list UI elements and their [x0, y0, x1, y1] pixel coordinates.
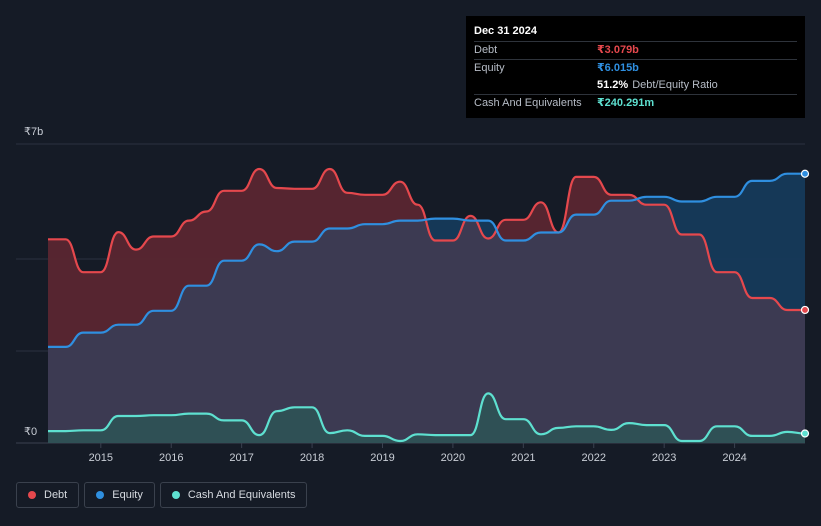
x-tick-label: 2024 — [722, 452, 746, 464]
tooltip-cash-label: Cash And Equivalents — [474, 97, 582, 109]
legend-label-debt: Debt — [44, 489, 68, 501]
tooltip-ratio-label: Debt/Equity Ratio — [632, 79, 718, 91]
tooltip-date: Dec 31 2024 — [474, 25, 537, 37]
tooltip-ratio-value: 51.2% — [597, 79, 629, 91]
cash-area — [48, 393, 805, 443]
cash-dot-icon — [171, 491, 180, 499]
tooltip-row-cash: Cash And Equivalents ₹240.291m — [474, 94, 797, 112]
y-tick-label: ₹7b — [24, 126, 43, 138]
data-tooltip: Dec 31 2024 Debt ₹3.079b Equity ₹6.015b … — [466, 16, 805, 118]
cash-line — [48, 392, 806, 443]
legend-item-cash[interactable]: Cash And Equivalents — [159, 482, 308, 508]
x-tick-label: 2018 — [300, 452, 324, 464]
legend-label-cash: Cash And Equivalents — [187, 489, 296, 501]
equity-end-marker[interactable] — [800, 169, 810, 178]
legend-item-equity[interactable]: Equity — [84, 482, 155, 508]
x-axis-ticks: 2015 2016 2017 2018 2019 2020 2021 2022 2023 2024 — [89, 443, 747, 464]
x-tick-label: 2022 — [582, 452, 606, 464]
x-tick-label: 2015 — [89, 452, 113, 464]
tooltip-debt-value: ₹3.079b — [597, 44, 639, 56]
x-tick-label: 2020 — [441, 452, 465, 464]
series-lines — [47, 167, 806, 443]
debt-end-marker[interactable] — [800, 305, 810, 315]
x-tick-label: 2021 — [511, 452, 535, 464]
debt-dot-icon — [28, 491, 36, 499]
chart-legend: Debt Equity Cash And Equivalents — [16, 482, 308, 510]
legend-label-equity: Equity — [112, 489, 143, 501]
equity-dot-icon — [96, 491, 105, 499]
tooltip-cash-value: ₹240.291m — [597, 97, 655, 109]
tooltip-row-debt: Debt ₹3.079b — [474, 41, 797, 59]
debt-line — [48, 167, 805, 312]
x-tick-label: 2016 — [159, 452, 183, 464]
overlap-area — [48, 173, 805, 443]
equity-line — [47, 172, 805, 348]
y-axis-ticks: ₹7b ₹0 — [24, 126, 43, 438]
x-tick-label: 2017 — [229, 452, 253, 464]
tooltip-debt-label: Debt — [474, 44, 498, 56]
tooltip-equity-value: ₹6.015b — [597, 62, 639, 74]
cash-end-marker[interactable] — [800, 429, 810, 438]
tooltip-row-equity: Equity ₹6.015b — [474, 59, 797, 77]
series-areas — [48, 169, 805, 443]
x-tick-label: 2019 — [370, 452, 394, 464]
x-tick-label: 2023 — [652, 452, 676, 464]
tooltip-equity-label: Equity — [474, 62, 505, 74]
legend-item-debt[interactable]: Debt — [16, 482, 80, 508]
y-tick-label: ₹0 — [24, 426, 37, 438]
series-end-markers[interactable] — [800, 169, 810, 438]
tooltip-row-ratio: 51.2% Debt/Equity Ratio — [474, 77, 797, 94]
